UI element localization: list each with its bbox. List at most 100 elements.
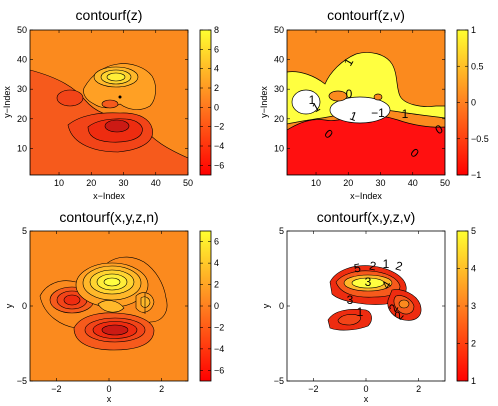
xlabel-d: x	[364, 394, 369, 404]
xtick-label: 0	[106, 384, 111, 394]
colorbar-tick-label: 6	[214, 237, 219, 247]
ylabel-c: y	[4, 303, 14, 308]
xtick-label: 20	[86, 178, 96, 188]
colorbar-tick-label: 2	[214, 280, 219, 290]
colorbar-tick-label: 8	[214, 25, 219, 35]
colorbar-tick-label: 1	[471, 25, 476, 35]
ylabel-b: y−Index	[259, 86, 269, 118]
contour-label: 0	[346, 87, 353, 101]
xtick-label: −2	[308, 384, 318, 394]
ytick-label: 40	[17, 55, 27, 65]
colorbar-tick-label: 4	[214, 258, 219, 268]
contour-label: 1	[402, 107, 409, 121]
xtick-label: 40	[408, 178, 418, 188]
xtick-label: −2	[51, 384, 61, 394]
ytick-label: 50	[274, 25, 284, 35]
title-c: contourf(x,y,z,n)	[59, 209, 158, 225]
colorbar-tick-label: −4	[214, 344, 224, 354]
axes-box-a	[29, 29, 189, 176]
contour-fill-b	[287, 30, 445, 175]
ytick-label: 50	[17, 25, 27, 35]
colorbar-tick-label: 5	[471, 226, 476, 236]
ticks-a: 10 20 30 40 50 10 20 30 40 50	[17, 25, 193, 188]
contour-label: 1	[383, 257, 390, 271]
colorbar-tick-label: −2	[214, 322, 224, 332]
contour-fill-d	[287, 231, 445, 381]
colorbar-tick-label: 2	[471, 339, 476, 349]
contour-fill-c	[30, 231, 188, 381]
colorbar-tick-label: −2	[214, 122, 224, 132]
colorbar-tick-label: 0	[214, 301, 219, 311]
ytick-label: 0	[279, 301, 284, 311]
ytick-label: 20	[17, 114, 27, 124]
ytick-label: −5	[274, 376, 284, 386]
xtick-label: 0	[363, 384, 368, 394]
xtick-label: 30	[119, 178, 129, 188]
contour-label: 1	[348, 109, 359, 125]
colorbar-tick-label: 4	[214, 64, 219, 74]
colorbar-ticks-c: 6 4 2 0 −2 −4 −6	[200, 237, 224, 375]
contour-label: 3	[365, 275, 372, 289]
xlabel-a: x−Index	[93, 191, 125, 201]
title-b: contourf(z,v)	[327, 7, 405, 23]
contour-label: 3	[347, 293, 354, 307]
contour-label: 5	[353, 261, 362, 276]
colorbar-tick-label: 6	[214, 44, 219, 54]
contour-label: 2	[394, 259, 404, 274]
ylabel-d: y	[261, 303, 271, 308]
xlabel-b: x−Index	[350, 191, 382, 201]
contour-label: 1	[309, 93, 316, 107]
ytick-label: 10	[17, 143, 27, 153]
xtick-label: 2	[159, 384, 164, 394]
ytick-label: 40	[274, 55, 284, 65]
ytick-label: 20	[274, 114, 284, 124]
xtick-label: 50	[183, 178, 193, 188]
colorbar-a	[199, 29, 212, 176]
colorbar-tick-label: 0.5	[471, 61, 484, 71]
contour-label: 2	[368, 259, 377, 274]
ytick-label: 30	[17, 84, 27, 94]
xtick-label: 20	[343, 178, 353, 188]
contour-label: 1	[357, 305, 364, 319]
contour-label: −1	[371, 106, 385, 120]
colorbar-ticks-b: 1 0.5 0 −0.5 −1	[457, 25, 489, 180]
ticks-d: −2 0 250−5	[274, 226, 445, 394]
xtick-label: 30	[376, 178, 386, 188]
ytick-label: 5	[22, 226, 27, 236]
ytick-label: 0	[22, 301, 27, 311]
colorbar-tick-label: 4	[471, 264, 476, 274]
colorbar-tick-label: −1	[471, 170, 481, 180]
ytick-label: 30	[274, 84, 284, 94]
contour-fill-a	[30, 30, 188, 175]
xtick-label: 40	[151, 178, 161, 188]
colorbar-tick-label: 0	[214, 102, 219, 112]
title-d: contourf(x,y,z,v)	[317, 209, 416, 225]
colorbar-tick-label: 3	[471, 301, 476, 311]
colorbar-tick-label: −0.5	[471, 134, 489, 144]
colorbar-tick-label: −4	[214, 141, 224, 151]
axes-box-b	[286, 29, 446, 176]
colorbar-tick-label: 0	[471, 98, 476, 108]
ytick-label: 5	[279, 226, 284, 236]
colorbar-ticks-d: 5 4 3 2 1	[457, 226, 476, 386]
xtick-label: 10	[54, 178, 64, 188]
ytick-label: 10	[274, 143, 284, 153]
colorbar-ticks-a: 8 6 4 2 0 −2 −4 −6	[200, 25, 224, 170]
xtick-label: 2	[416, 384, 421, 394]
title-a: contourf(z)	[76, 7, 143, 23]
xtick-label: 10	[311, 178, 321, 188]
colorbar-tick-label: −6	[214, 160, 224, 170]
xtick-label: 50	[440, 178, 450, 188]
ticks-c: −2 0 2 5 0 −5	[17, 226, 188, 394]
xlabel-c: x	[107, 394, 112, 404]
ylabel-a: y−Index	[2, 86, 12, 118]
colorbar-tick-label: 1	[471, 376, 476, 386]
ytick-label: −5	[17, 376, 27, 386]
colorbar-tick-label: −6	[214, 365, 224, 375]
